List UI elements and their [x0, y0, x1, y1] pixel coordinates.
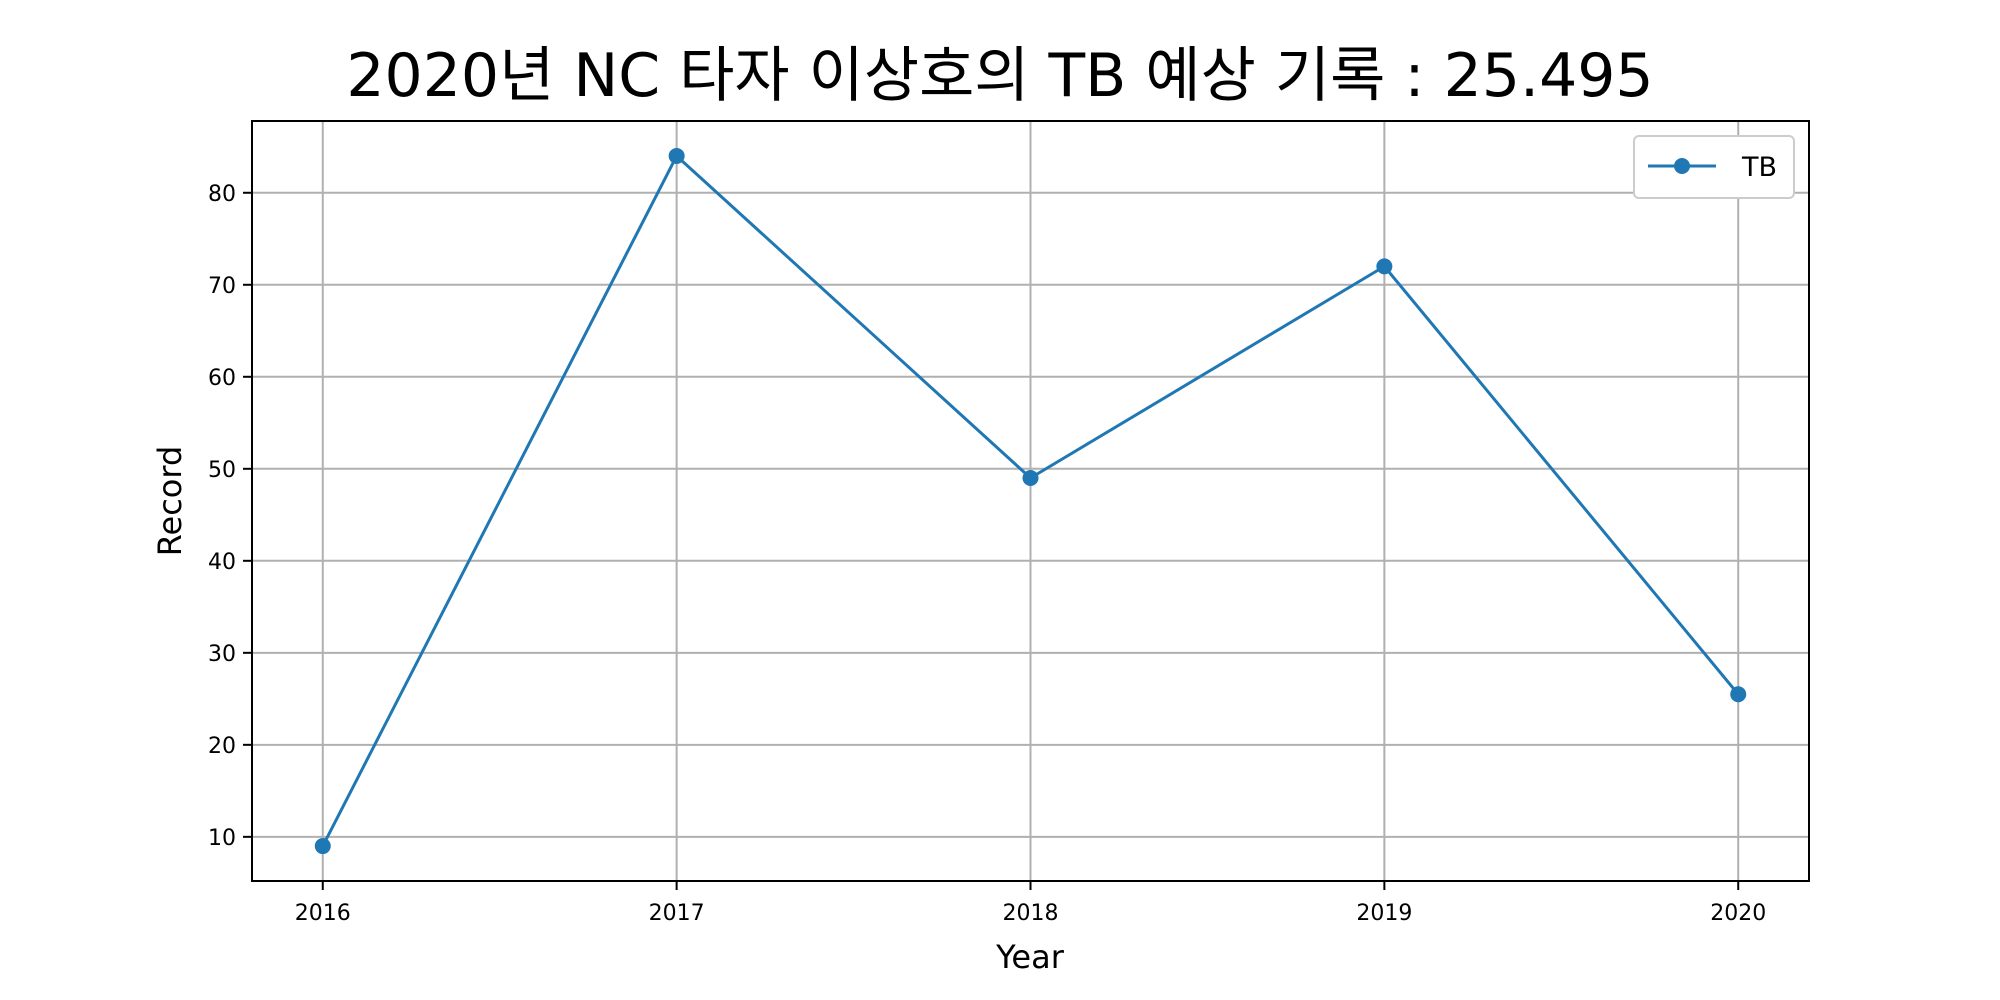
- chart-title: 2020년 NC 타자 이상호의 TB 예상 기록 : 25.495: [346, 41, 1654, 111]
- y-axis-label: Record: [151, 446, 189, 557]
- x-tick-label-2018: 2018: [1003, 901, 1059, 926]
- y-tick-label-40: 40: [208, 550, 236, 575]
- y-tick-label-30: 30: [208, 642, 236, 667]
- x-tick-label-2017: 2017: [649, 901, 705, 926]
- data-point-tb-2020: [1730, 686, 1747, 703]
- data-point-tb-2019: [1376, 258, 1393, 275]
- x-tick-label-2016: 2016: [295, 901, 351, 926]
- y-tick-label-80: 80: [208, 182, 236, 207]
- data-point-tb-2017: [668, 147, 685, 164]
- x-axis-ticks: 2016 2017 2018 2019 2020: [295, 881, 1766, 926]
- data-point-tb-2016: [314, 838, 331, 855]
- legend-label-tb: TB: [1741, 152, 1777, 183]
- y-axis-ticks: 10 20 30 40 50 60 70 80: [208, 182, 252, 851]
- series-layer: [314, 147, 1747, 855]
- y-tick-label-50: 50: [208, 458, 236, 483]
- x-tick-label-2020: 2020: [1710, 901, 1766, 926]
- legend: TB: [1633, 135, 1795, 199]
- x-axis-label: Year: [995, 938, 1065, 976]
- x-tick-label-2019: 2019: [1356, 901, 1412, 926]
- legend-marker-swatch: [1674, 158, 1690, 174]
- y-tick-label-20: 20: [208, 734, 236, 759]
- grid-lines: [252, 121, 1809, 881]
- y-tick-label-70: 70: [208, 274, 236, 299]
- data-point-tb-2018: [1022, 469, 1039, 486]
- y-tick-label-10: 10: [208, 826, 236, 851]
- y-tick-label-60: 60: [208, 366, 236, 391]
